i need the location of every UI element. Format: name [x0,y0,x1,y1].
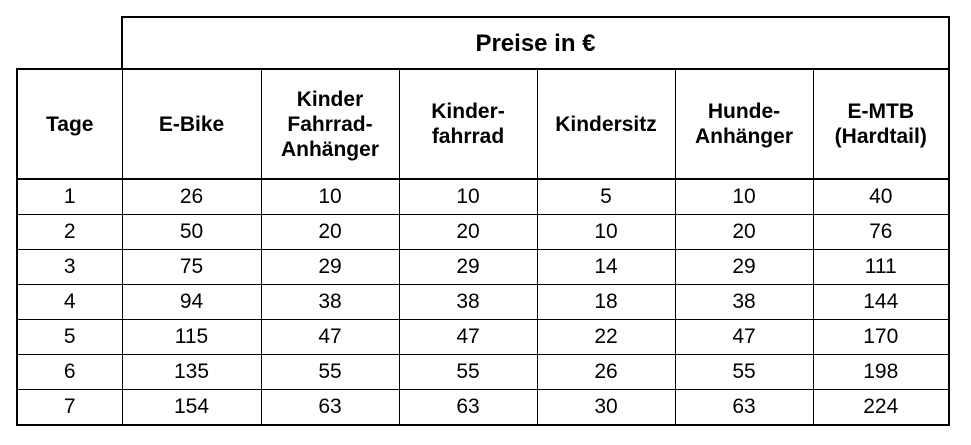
price-cell: 5 [536,178,676,215]
column-header: Kinder Fahrrad- Anhänger [260,68,400,180]
day-cell: 7 [16,389,123,426]
data-row: 6 135 55 55 26 55 198 [16,354,950,390]
price-cell: 50 [121,214,262,250]
price-cell: 10 [536,214,676,250]
data-row: 5 115 47 47 22 47 170 [16,319,950,355]
column-header: Kindersitz [536,68,676,180]
data-row: 2 50 20 20 10 20 76 [16,214,950,250]
price-cell: 63 [260,389,400,426]
price-cell: 29 [398,249,538,285]
price-cell: 14 [536,249,676,285]
price-cell: 154 [121,389,262,426]
price-cell: 29 [260,249,400,285]
price-table: Preise in € Tage E-Bike Kinder Fahrrad- An… [16,16,950,426]
data-row: 7 154 63 63 30 63 224 [16,389,950,426]
price-cell: 30 [536,389,676,426]
day-cell: 1 [16,178,123,215]
price-cell: 47 [398,319,538,355]
day-cell: 4 [16,284,123,320]
price-cell: 26 [536,354,676,390]
price-cell: 75 [121,249,262,285]
price-cell: 198 [812,354,950,390]
price-cell: 94 [121,284,262,320]
price-cell: 55 [260,354,400,390]
price-cell: 38 [674,284,814,320]
price-cell: 20 [398,214,538,250]
price-cell: 55 [674,354,814,390]
price-cell: 40 [812,178,950,215]
table-title: Preise in € [121,16,950,70]
price-cell: 135 [121,354,262,390]
title-row: Preise in € [17,16,950,70]
day-cell: 3 [16,249,123,285]
column-header: E-Bike [121,68,262,180]
blank-cell [17,17,123,70]
table-body: Preise in € Tage E-Bike Kinder Fahrrad- An… [16,16,950,426]
price-cell: 63 [398,389,538,426]
price-cell: 63 [674,389,814,426]
price-cell: 144 [812,284,950,320]
price-cell: 29 [674,249,814,285]
price-cell: 224 [812,389,950,426]
column-header: E-MTB (Hardtail) [812,68,950,180]
day-cell: 2 [16,214,123,250]
day-cell: 5 [16,319,123,355]
price-cell: 38 [260,284,400,320]
column-header: Tage [16,68,123,180]
price-cell: 76 [812,214,950,250]
day-cell: 6 [16,354,123,390]
price-cell: 10 [398,178,538,215]
data-row: 3 75 29 29 14 29 111 [16,249,950,285]
price-cell: 55 [398,354,538,390]
column-header: Hunde- Anhänger [674,68,814,180]
price-cell: 22 [536,319,676,355]
price-cell: 38 [398,284,538,320]
price-cell: 170 [812,319,950,355]
price-cell: 47 [674,319,814,355]
price-cell: 26 [121,178,262,215]
price-cell: 47 [260,319,400,355]
price-cell: 20 [260,214,400,250]
data-row: 1 26 10 10 5 10 40 [16,178,950,215]
price-cell: 10 [674,178,814,215]
column-header: Kinder- fahrrad [398,68,538,180]
price-cell: 20 [674,214,814,250]
price-cell: 111 [812,249,950,285]
price-cell: 10 [260,178,400,215]
data-row: 4 94 38 38 18 38 144 [16,284,950,320]
header-row: Tage E-Bike Kinder Fahrrad- Anhänger Kinder… [16,68,950,180]
price-cell: 18 [536,284,676,320]
price-cell: 115 [121,319,262,355]
